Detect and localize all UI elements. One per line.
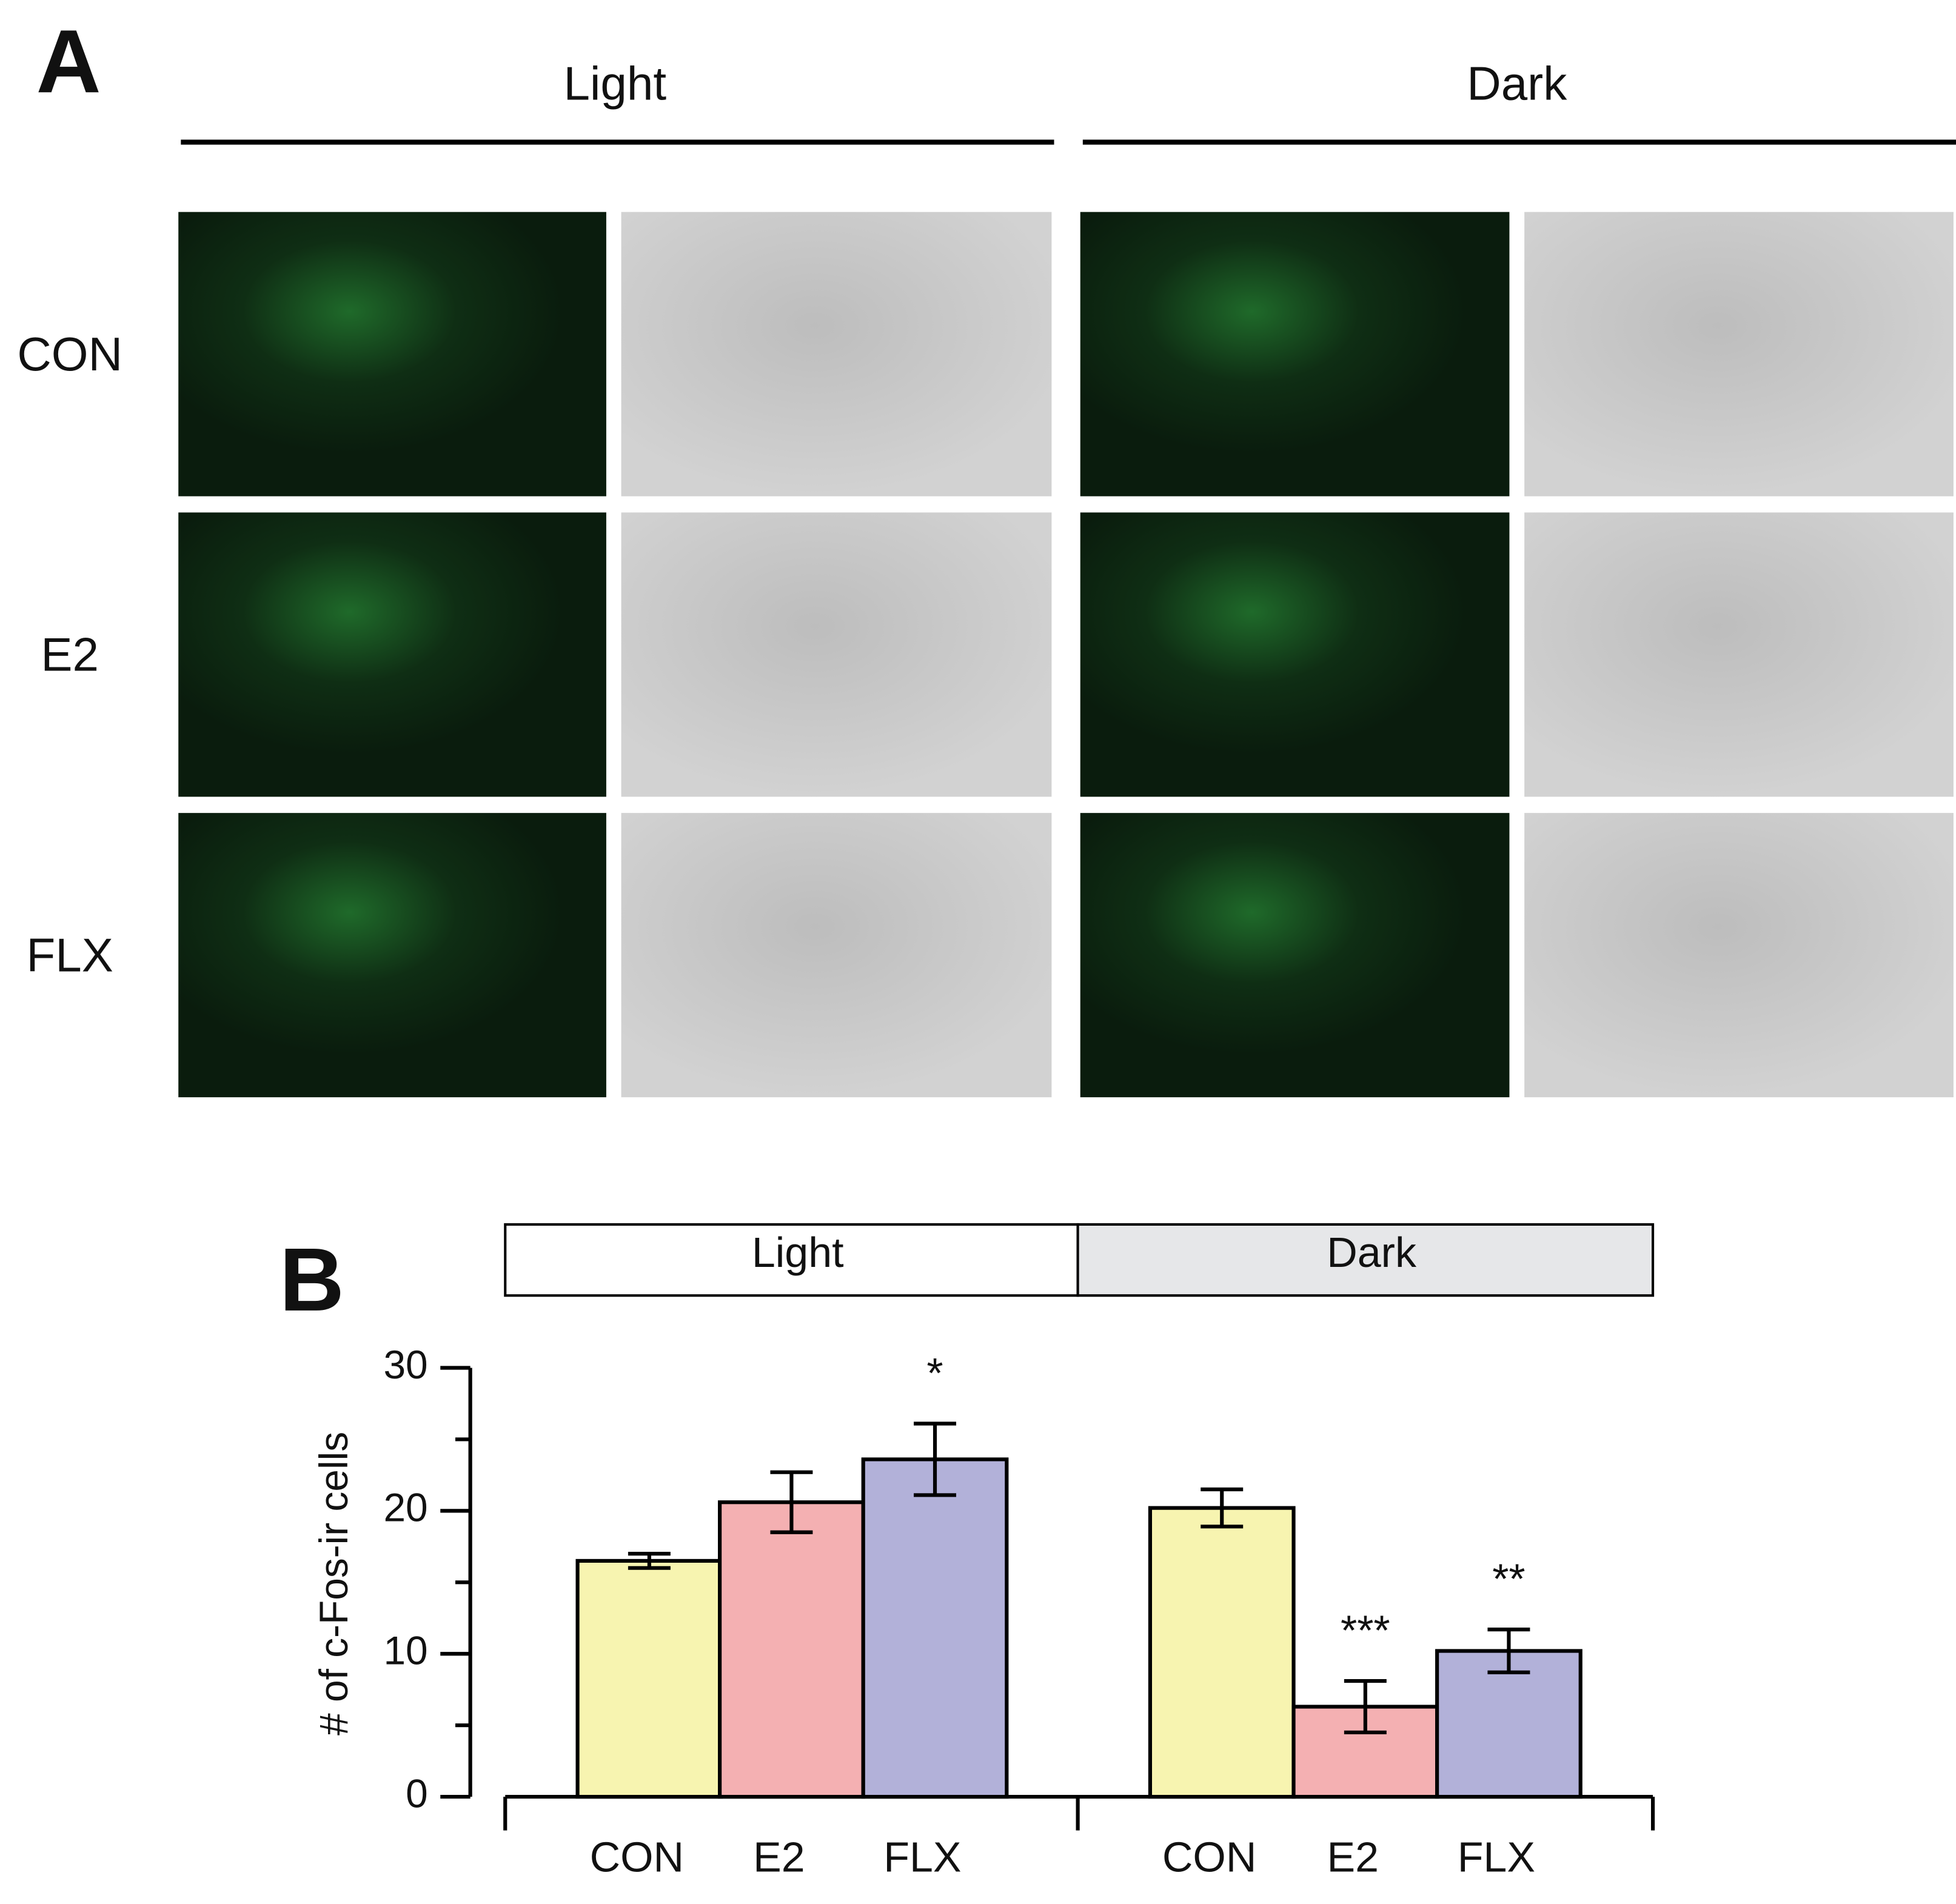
group-header: Light <box>752 1229 844 1276</box>
row-label: CON <box>17 327 122 381</box>
dab-image <box>1524 813 1954 1098</box>
fluorescence-image <box>178 212 606 496</box>
bar <box>1148 1506 1296 1799</box>
y-tick-label: 20 <box>383 1485 427 1530</box>
y-axis-label: # of c-Fos-ir cells <box>311 1432 356 1735</box>
fluorescence-image <box>1080 212 1510 496</box>
dab-image <box>621 212 1052 496</box>
bar <box>575 1558 723 1799</box>
x-tick-label: FLX <box>883 1833 961 1880</box>
x-tick-label: CON <box>1162 1833 1256 1880</box>
column-header: Light <box>564 57 667 110</box>
group-header: Dark <box>1327 1229 1417 1276</box>
panel-label: A <box>36 12 101 112</box>
group-header-box <box>1076 1223 1655 1297</box>
x-tick-label: CON <box>590 1833 684 1880</box>
row-label: E2 <box>41 628 99 681</box>
fluorescence-image <box>1080 813 1510 1098</box>
y-tick-label: 0 <box>406 1771 428 1815</box>
y-tick-label: 10 <box>383 1628 427 1673</box>
column-header: Dark <box>1467 57 1567 110</box>
fluorescence-image <box>178 813 606 1098</box>
group-header-box <box>504 1223 1079 1297</box>
dab-image <box>1524 212 1954 496</box>
significance: ** <box>1492 1555 1525 1602</box>
fluorescence-image <box>1080 512 1510 797</box>
row-label: FLX <box>27 928 113 981</box>
x-tick-label: FLX <box>1458 1833 1535 1880</box>
x-tick-label: E2 <box>753 1833 805 1880</box>
fluorescence-image <box>178 512 606 797</box>
dab-image <box>621 512 1052 797</box>
bar <box>861 1457 1009 1799</box>
x-tick-label: E2 <box>1327 1833 1379 1880</box>
panel-label: B <box>280 1230 344 1330</box>
significance: * <box>926 1349 943 1397</box>
dab-image <box>1524 512 1954 797</box>
dab-image <box>621 813 1052 1098</box>
bar <box>718 1500 865 1799</box>
y-tick-label: 30 <box>383 1342 427 1387</box>
significance: *** <box>1341 1606 1390 1654</box>
